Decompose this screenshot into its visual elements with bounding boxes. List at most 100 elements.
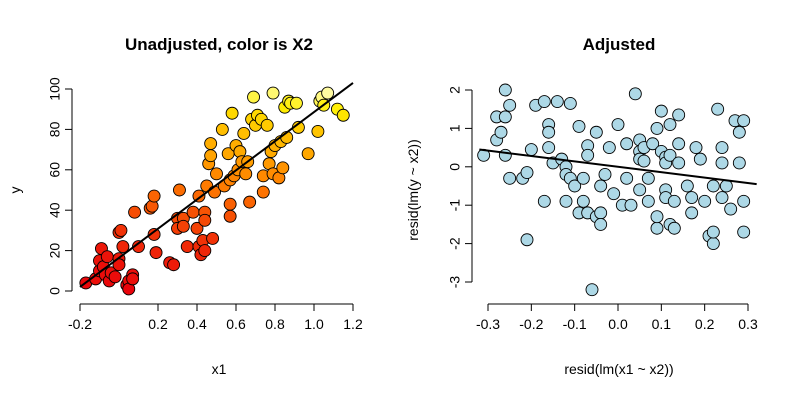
right-data-point xyxy=(715,191,729,204)
right-data-point xyxy=(685,191,699,204)
right-data-point xyxy=(568,179,582,193)
left-data-point xyxy=(198,213,212,227)
right-data-point xyxy=(598,168,612,181)
right-chart-panel: Adjusted -0.3 -0.2 -0.1 0.0 0.1 0.2 0.3 -3 -2 -1 0… xyxy=(405,35,758,377)
right-data-point xyxy=(624,198,638,212)
right-data-point xyxy=(737,225,751,239)
right-data-point xyxy=(706,225,720,239)
right-data-point xyxy=(563,96,577,110)
right-data-point xyxy=(589,125,603,139)
left-chart-title: Unadjusted, color is X2 xyxy=(125,35,313,54)
right-data-point xyxy=(663,118,677,132)
left-data-point xyxy=(176,219,190,233)
right-y-tick-label: -3 xyxy=(447,276,463,289)
right-data-point xyxy=(737,114,751,128)
right-data-point xyxy=(620,171,634,185)
left-data-point xyxy=(239,167,253,181)
right-data-point xyxy=(732,156,746,170)
right-data-point xyxy=(667,194,681,208)
left-x-tick-label: 0.4 xyxy=(187,316,207,332)
right-data-point xyxy=(650,210,664,224)
left-data-point xyxy=(167,258,181,272)
left-data-point xyxy=(276,161,290,175)
right-data-point xyxy=(550,95,564,108)
right-data-point xyxy=(585,283,599,297)
right-data-point xyxy=(498,148,512,162)
right-data-point xyxy=(542,141,556,155)
right-data-point xyxy=(542,125,556,139)
right-data-point xyxy=(641,171,655,185)
left-x-tick-label: -0.2 xyxy=(68,316,92,332)
right-data-point xyxy=(685,206,699,220)
right-data-point xyxy=(572,120,586,133)
right-data-point xyxy=(650,221,664,235)
left-data-point xyxy=(186,205,200,219)
right-data-point xyxy=(672,108,686,122)
left-y-tick-label: 40 xyxy=(47,202,63,218)
right-data-point xyxy=(594,206,608,220)
left-y-axis-label: y xyxy=(7,187,23,194)
right-data-point xyxy=(663,148,677,162)
left-data-point xyxy=(116,240,130,254)
right-data-point xyxy=(503,98,517,112)
right-data-point xyxy=(520,233,534,247)
left-data-point xyxy=(215,122,229,136)
right-data-point xyxy=(581,148,595,162)
right-x-axis-label: resid(lm(x1 ~ x2)) xyxy=(564,361,673,377)
right-data-point xyxy=(494,125,508,139)
right-x-tick-label: 0.1 xyxy=(652,316,672,332)
left-data-point xyxy=(266,86,280,100)
right-x-tick-label: 0.0 xyxy=(608,316,628,332)
right-data-point xyxy=(537,95,551,108)
right-data-point xyxy=(611,118,625,132)
right-x-tick-label: 0.3 xyxy=(738,316,758,332)
right-data-point xyxy=(607,187,621,201)
left-data-point xyxy=(204,149,218,163)
right-data-point xyxy=(706,237,720,251)
left-data-point xyxy=(225,106,239,120)
right-x-tick-label: 0.2 xyxy=(695,316,715,332)
left-chart-panel: Unadjusted, color is X2 -0.2 0.2 0.4 0.6 0.8… xyxy=(7,35,363,377)
left-data-point xyxy=(237,126,251,140)
left-data-point xyxy=(290,96,303,110)
right-plot-area: -0.3 -0.2 -0.1 0.0 0.1 0.2 0.3 -3 -2 -1 0 1 2 xyxy=(447,83,758,332)
left-data-point xyxy=(247,90,261,104)
left-data-point xyxy=(198,244,212,258)
left-plot-area: -0.2 0.2 0.4 0.6 0.8 1.0 1.2 0 20 40 60 80 100 xyxy=(47,77,363,332)
right-y-tick-label: -1 xyxy=(447,199,463,212)
left-data-point xyxy=(128,205,142,219)
right-chart-title: Adjusted xyxy=(583,35,656,54)
left-data-point xyxy=(301,147,315,161)
right-data-point xyxy=(559,194,573,208)
left-data-point xyxy=(243,195,257,209)
left-data-point xyxy=(204,137,218,150)
left-data-point xyxy=(114,223,128,237)
left-data-point xyxy=(336,108,350,122)
right-data-point xyxy=(602,141,616,155)
right-regression-line xyxy=(479,148,757,186)
left-y-tick-label: 20 xyxy=(47,243,63,259)
left-data-point xyxy=(223,209,237,223)
right-data-point xyxy=(732,125,746,139)
right-data-point xyxy=(672,156,686,170)
left-data-point xyxy=(223,197,237,211)
left-data-point xyxy=(311,124,325,138)
left-x-tick-label: 1.0 xyxy=(304,316,324,332)
right-data-point xyxy=(654,104,668,118)
right-y-tick-label: 1 xyxy=(447,124,463,132)
left-data-point xyxy=(321,86,335,100)
left-y-tick-label: 80 xyxy=(47,121,63,137)
right-data-point xyxy=(641,194,655,208)
left-data-point xyxy=(210,167,223,181)
right-data-point xyxy=(498,83,512,97)
left-data-point xyxy=(190,221,204,235)
right-data-point xyxy=(693,152,707,166)
right-y-tick-label: 0 xyxy=(447,163,463,171)
right-data-point xyxy=(672,137,686,151)
right-data-point xyxy=(646,137,660,151)
left-y-tick-label: 0 xyxy=(47,287,63,295)
left-data-point xyxy=(100,250,114,264)
right-y-tick-label: -2 xyxy=(447,237,463,250)
left-data-point xyxy=(108,270,122,284)
right-data-point xyxy=(537,194,551,208)
